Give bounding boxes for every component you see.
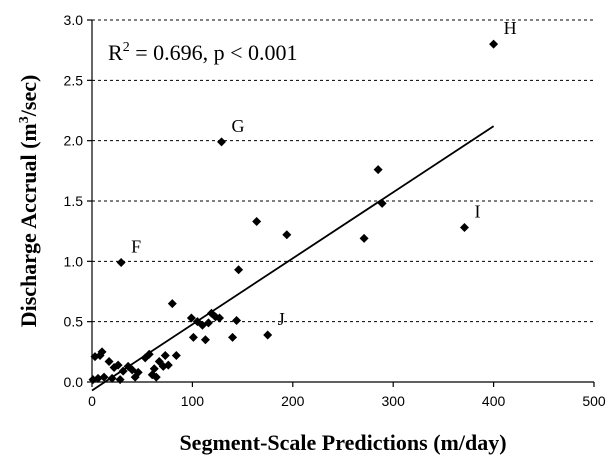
data-point xyxy=(252,217,262,227)
point-label-j: J xyxy=(278,309,285,329)
x-tick-label: 300 xyxy=(382,393,406,409)
x-tick-label: 0 xyxy=(88,393,96,409)
data-point xyxy=(104,356,114,366)
data-point xyxy=(234,265,244,275)
data-point xyxy=(215,313,225,323)
data-point xyxy=(118,366,128,376)
fit-line xyxy=(91,125,495,392)
data-point xyxy=(489,39,499,49)
y-tick-label: 0.5 xyxy=(64,314,84,330)
data-point xyxy=(144,349,154,359)
data-point xyxy=(107,373,117,383)
annotation-sup: 2 xyxy=(123,40,130,55)
data-point xyxy=(171,350,181,360)
data-point xyxy=(97,347,107,357)
y-axis-title-sup: 3 xyxy=(17,116,32,123)
y-tick-label: 1.0 xyxy=(64,253,84,269)
y-tick-label: 0.0 xyxy=(64,374,84,390)
data-point xyxy=(228,332,238,342)
x-tick-label: 200 xyxy=(281,393,305,409)
x-tick-label: 400 xyxy=(482,393,506,409)
data-point xyxy=(263,330,273,340)
data-point xyxy=(359,233,369,243)
data-point xyxy=(188,332,198,342)
data-point xyxy=(373,165,383,175)
y-axis-title: Discharge Accrual (m3/sec) xyxy=(16,75,41,328)
point-label-g: G xyxy=(232,116,245,136)
data-point xyxy=(232,315,242,325)
data-point xyxy=(163,360,173,370)
point-label-h: H xyxy=(504,18,517,38)
y-tick-label: 2.5 xyxy=(64,72,84,88)
axes xyxy=(87,19,595,387)
r-squared-annotation: R2 = 0.696, p < 0.001 xyxy=(108,40,298,65)
point-label-f: F xyxy=(131,237,141,257)
data-point xyxy=(99,372,109,382)
annotation-rest: = 0.696, p < 0.001 xyxy=(130,40,298,65)
y-tick-label: 3.0 xyxy=(64,12,84,28)
tick-labels: 0.0 0.5 1.0 1.5 2.0 2.5 3.0 0 100 200 300 400 500 xyxy=(64,12,606,409)
data-point xyxy=(282,230,292,240)
data-point xyxy=(167,299,177,309)
data-points xyxy=(88,39,499,385)
point-label-i: I xyxy=(474,202,480,222)
annotation-r: R xyxy=(108,40,123,65)
data-point xyxy=(93,373,103,383)
data-point xyxy=(459,223,469,233)
gridlines xyxy=(92,19,594,323)
data-point xyxy=(186,313,196,323)
y-tick-label: 1.5 xyxy=(64,193,84,209)
data-point xyxy=(200,335,210,345)
data-point xyxy=(203,318,213,328)
data-point xyxy=(116,258,126,268)
data-point xyxy=(115,375,125,385)
data-point xyxy=(160,350,170,360)
x-axis-title: Segment-Scale Predictions (m/day) xyxy=(179,430,506,455)
y-axis-title-end: /sec) xyxy=(16,75,41,118)
x-tick-label: 500 xyxy=(582,393,606,409)
y-axis-title-main: Discharge Accrual (m xyxy=(16,123,41,327)
x-tick-label: 100 xyxy=(181,393,205,409)
data-point xyxy=(217,137,227,147)
data-point xyxy=(377,198,387,208)
y-tick-label: 2.0 xyxy=(64,133,84,149)
data-point xyxy=(113,360,123,370)
data-point xyxy=(151,372,161,382)
data-point xyxy=(149,364,159,374)
point-labels: G J F I H xyxy=(131,18,516,329)
data-point xyxy=(133,367,143,377)
regression-line xyxy=(91,125,495,392)
